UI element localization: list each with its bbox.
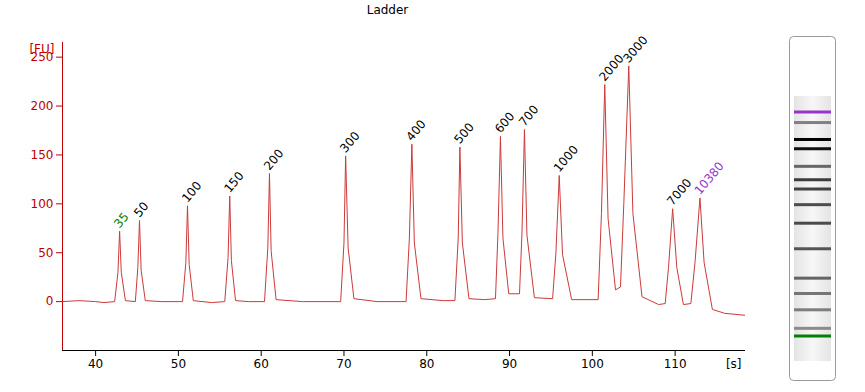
svg-text:[FU]: [FU]	[29, 42, 54, 56]
svg-text:35: 35	[111, 210, 132, 231]
svg-text:700: 700	[516, 102, 541, 129]
svg-text:[s]: [s]	[726, 357, 742, 371]
svg-text:40: 40	[88, 357, 103, 371]
svg-text:1000: 1000	[551, 142, 581, 174]
svg-text:50: 50	[38, 246, 53, 260]
svg-text:3000: 3000	[620, 33, 650, 65]
svg-text:80: 80	[419, 357, 434, 371]
svg-text:70: 70	[336, 357, 351, 371]
svg-text:300: 300	[337, 129, 362, 156]
svg-text:200: 200	[261, 146, 286, 173]
svg-text:2000: 2000	[596, 51, 627, 84]
svg-text:400: 400	[403, 117, 428, 144]
svg-text:100: 100	[31, 197, 54, 211]
svg-text:600: 600	[492, 109, 517, 136]
svg-text:150: 150	[31, 148, 54, 162]
svg-text:100: 100	[581, 357, 604, 371]
svg-text:250: 250	[30, 50, 54, 64]
svg-text:60: 60	[254, 357, 269, 371]
svg-text:500: 500	[451, 120, 476, 147]
svg-text:110: 110	[664, 357, 687, 371]
svg-text:50: 50	[171, 357, 186, 371]
svg-text:150: 150	[221, 169, 246, 196]
html-text:Ladder: Ladder	[366, 3, 409, 17]
svg-text:200: 200	[31, 99, 54, 113]
svg-text:90: 90	[502, 357, 517, 371]
svg-text:50: 50	[131, 199, 152, 220]
svg-text:0: 0	[46, 294, 54, 308]
svg-text:10380: 10380	[691, 159, 726, 197]
svg-text:100: 100	[179, 179, 204, 206]
svg-text:7000: 7000	[664, 176, 694, 208]
